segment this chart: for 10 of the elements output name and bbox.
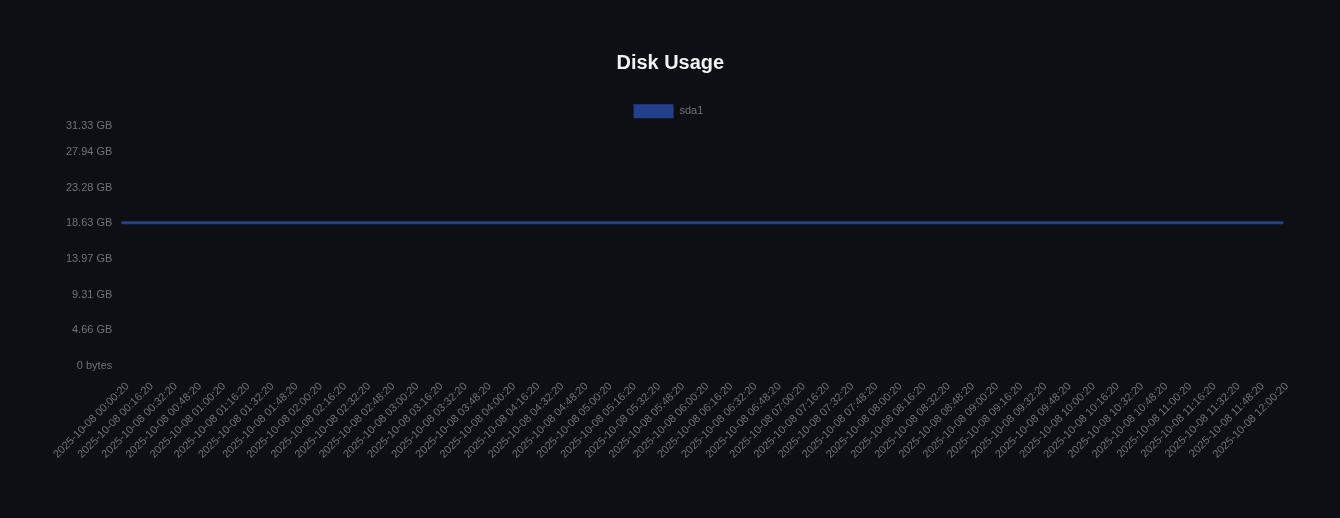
chart-title: Disk Usage: [616, 51, 725, 74]
y-tick-label: 18.63 GB: [65, 216, 113, 229]
y-tick-label: 27.94 GB: [65, 144, 113, 157]
y-tick-label: 13.97 GB: [65, 252, 113, 265]
y-tick-label: 31.33 GB: [65, 118, 113, 131]
y-tick-label: 9.31 GB: [72, 287, 113, 300]
legend-label: sda1: [679, 104, 704, 117]
y-tick-label: 4.66 GB: [72, 323, 113, 336]
y-tick-label: 23.28 GB: [65, 180, 113, 193]
y-tick-label: 0 bytes: [76, 359, 113, 372]
